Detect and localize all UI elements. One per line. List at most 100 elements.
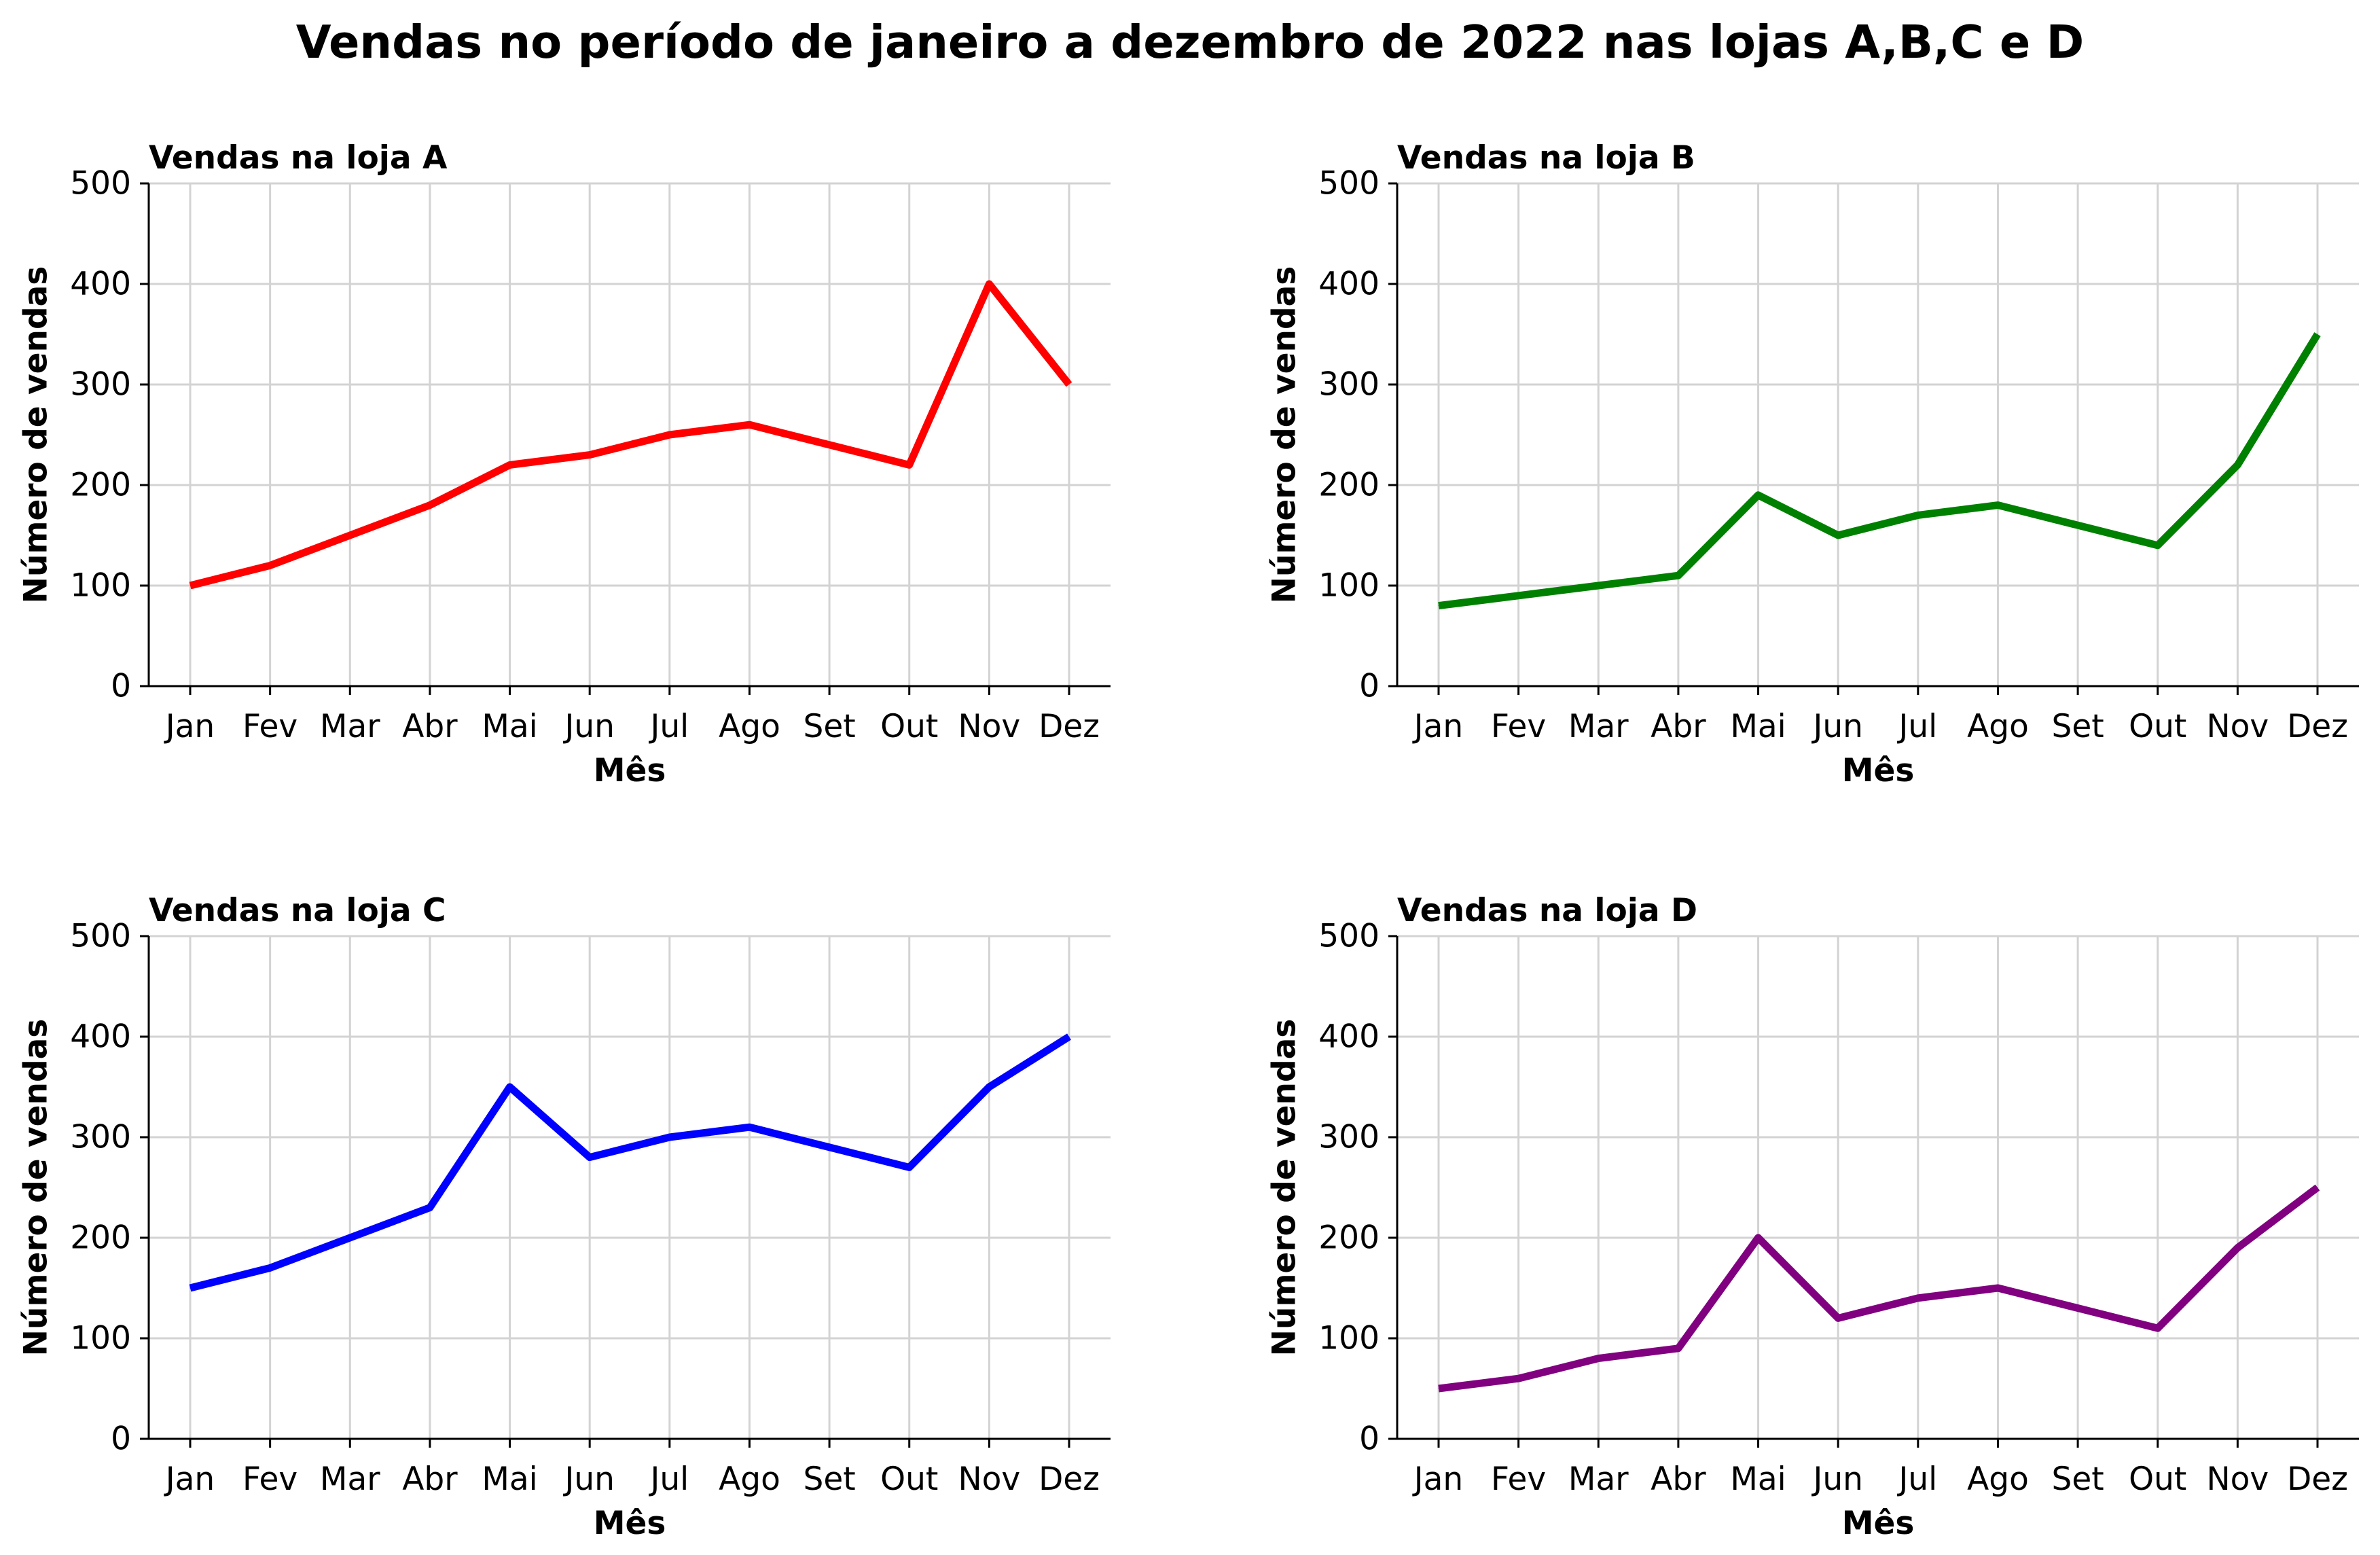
x-tick-label: Jul	[1896, 1461, 1937, 1498]
y-axis-label: Número de vendas	[18, 266, 55, 604]
data-point	[509, 1086, 511, 1088]
x-tick-label: Jan	[164, 708, 215, 745]
x-tick-label: Set	[803, 1461, 855, 1498]
x-tick-label: Jun	[1811, 1461, 1862, 1498]
x-tick-label: Ago	[1967, 1461, 2029, 1498]
x-tick-label: Out	[2129, 708, 2186, 745]
x-tick-label: Set	[803, 708, 855, 745]
x-tick-label: Jul	[648, 708, 689, 745]
subplot-2: 0 100 200 300 400 500 Jan Fev Mar Abr Mai Jun Jul Ago…	[1266, 139, 2359, 789]
x-tick-label: Jan	[164, 1461, 215, 1498]
x-axis-label: Mês	[594, 752, 666, 789]
data-point	[988, 283, 990, 285]
y-tick-label: 500	[70, 165, 131, 202]
x-tick-label: Mar	[320, 708, 380, 745]
y-tick-label: 0	[111, 668, 131, 705]
data-point	[1917, 514, 1919, 516]
y-tick-label: 500	[1318, 165, 1380, 202]
x-tick-label: Ago	[719, 708, 780, 745]
x-tick-label: Out	[880, 708, 938, 745]
x-tick-label: Set	[2051, 708, 2104, 745]
y-axis-label: Número de vendas	[1266, 1019, 1303, 1357]
y-tick-label: 0	[1359, 1420, 1380, 1458]
data-point	[190, 1287, 191, 1289]
series-line	[189, 1033, 1071, 1292]
x-tick-label: Set	[2051, 1461, 2104, 1498]
x-axis-label: Mês	[594, 1505, 666, 1542]
series-line	[1438, 1184, 2320, 1393]
y-tick-label: 400	[1318, 266, 1380, 303]
data-point	[669, 1137, 670, 1138]
x-tick-label: Dez	[1039, 1461, 1100, 1498]
data-point	[749, 1126, 750, 1128]
data-point	[1837, 1317, 1839, 1319]
y-tick-label: 100	[1318, 567, 1380, 605]
x-tick-label: Jun	[562, 1461, 614, 1498]
data-point	[429, 1207, 431, 1209]
x-tick-label: Jun	[1811, 708, 1862, 745]
x-tick-label: Fev	[242, 708, 298, 745]
y-tick-label: 300	[70, 366, 131, 404]
subplot-title: Vendas na loja B	[1397, 139, 1695, 177]
y-tick-label: 400	[70, 1018, 131, 1056]
y-tick-label: 500	[1318, 918, 1380, 955]
x-tick-label: Abr	[1651, 708, 1706, 745]
y-tick-label: 500	[70, 918, 131, 955]
data-point	[829, 444, 830, 446]
y-tick-label: 100	[70, 567, 131, 605]
y-tick-label: 200	[1318, 1219, 1380, 1257]
subplot-1: 0 100 200 300 400 500 Jan Fev Mar Abr Mai Jun Jul Ago…	[18, 139, 1111, 789]
x-tick-label: Jul	[1896, 708, 1937, 745]
data-point	[1518, 595, 1519, 596]
x-tick-label: Abr	[402, 1461, 458, 1498]
x-tick-label: Fev	[1491, 1461, 1546, 1498]
x-tick-label: Ago	[719, 1461, 780, 1498]
x-tick-label: Ago	[1967, 708, 2029, 745]
x-tick-label: Mai	[1730, 708, 1786, 745]
data-point	[1837, 535, 1839, 536]
x-tick-label: Out	[2129, 1461, 2186, 1498]
y-tick-label: 200	[1318, 467, 1380, 504]
y-tick-label: 300	[1318, 366, 1380, 404]
x-tick-label: Dez	[2287, 1461, 2348, 1498]
subplot-title: Vendas na loja A	[149, 139, 448, 177]
x-axis-label: Mês	[1842, 752, 1915, 789]
data-point	[2237, 1247, 2238, 1249]
y-tick-label: 200	[70, 467, 131, 504]
x-tick-label: Nov	[958, 708, 1020, 745]
x-tick-label: Jan	[1412, 708, 1463, 745]
data-point	[1598, 1358, 1599, 1359]
y-axis-label: Número de vendas	[18, 1019, 55, 1357]
x-tick-label: Fev	[242, 1461, 298, 1498]
figure-title: Vendas no período de janeiro a dezembro …	[295, 16, 2085, 69]
y-tick-label: 300	[70, 1119, 131, 1156]
x-tick-label: Mar	[320, 1461, 380, 1498]
x-tick-label: Dez	[2287, 708, 2348, 745]
x-tick-label: Mar	[1568, 1461, 1629, 1498]
data-point	[2157, 545, 2159, 546]
x-axis-label: Mês	[1842, 1505, 1915, 1542]
y-tick-label: 0	[111, 1420, 131, 1458]
y-tick-label: 200	[70, 1219, 131, 1257]
subplot-title: Vendas na loja D	[1397, 892, 1697, 929]
x-tick-label: Mai	[482, 1461, 537, 1498]
x-tick-label: Jul	[648, 1461, 689, 1498]
y-axis-label: Número de vendas	[1266, 266, 1303, 604]
y-tick-label: 100	[70, 1320, 131, 1357]
x-tick-label: Dez	[1039, 708, 1100, 745]
data-point	[1518, 1378, 1519, 1379]
x-tick-label: Mar	[1568, 708, 1629, 745]
y-tick-label: 400	[70, 266, 131, 303]
x-tick-label: Out	[880, 1461, 938, 1498]
y-tick-label: 300	[1318, 1119, 1380, 1156]
y-tick-label: 0	[1359, 668, 1380, 705]
y-tick-label: 400	[1318, 1018, 1380, 1056]
x-tick-label: Jun	[562, 708, 614, 745]
x-tick-label: Nov	[2206, 1461, 2269, 1498]
series-line	[1438, 332, 2321, 610]
x-tick-label: Nov	[958, 1461, 1020, 1498]
data-point	[2157, 1327, 2159, 1329]
x-tick-label: Abr	[402, 708, 458, 745]
